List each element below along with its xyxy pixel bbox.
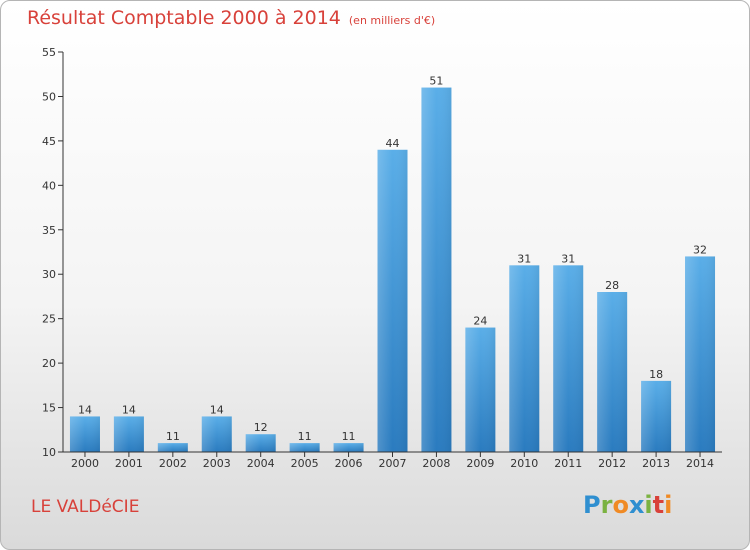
bar-shine <box>685 256 716 452</box>
bar-value-label: 32 <box>693 243 707 256</box>
y-tick-label: 50 <box>42 90 56 103</box>
chart-title: Résultat Comptable 2000 à 2014 (en millie… <box>27 7 435 29</box>
labels-group: 14 2000 14 2001 11 2002 14 2003 12 2004 11 2005 11 20… <box>71 75 714 470</box>
y-tick-label: 55 <box>42 46 56 59</box>
bar-value-label: 31 <box>517 252 531 265</box>
bar-value-label: 11 <box>298 430 312 443</box>
y-tick-label: 15 <box>42 402 56 415</box>
bar-value-label: 28 <box>605 279 619 292</box>
logo-letter: P <box>583 491 601 519</box>
logo-letter: i <box>664 491 673 519</box>
bar-shine <box>377 149 408 452</box>
logo-letter: r <box>600 491 613 519</box>
bar-value-label: 11 <box>342 430 356 443</box>
y-tick-label: 10 <box>42 446 56 459</box>
bar-shine <box>245 434 276 452</box>
bar-shine <box>333 443 364 452</box>
bar-value-label: 51 <box>429 75 443 88</box>
bar-shine <box>421 87 452 453</box>
x-tick-label: 2008 <box>422 457 450 470</box>
logo-letter: i <box>644 491 653 519</box>
bar-shine <box>465 327 496 452</box>
logo-letter: t <box>652 491 665 519</box>
x-tick-label: 2007 <box>379 457 407 470</box>
bar-value-label: 12 <box>254 421 268 434</box>
bar-value-label: 18 <box>649 368 663 381</box>
chart-subtitle: (en milliers d'€) <box>348 14 436 27</box>
x-tick-label: 2011 <box>554 457 582 470</box>
axes-group: 10 15 20 25 30 35 40 45 50 55 <box>42 46 722 459</box>
x-tick-label: 2006 <box>335 457 363 470</box>
y-tick-label: 35 <box>42 224 56 237</box>
x-tick-label: 2014 <box>686 457 714 470</box>
y-tick-label: 25 <box>42 313 56 326</box>
x-tick-label: 2004 <box>247 457 275 470</box>
city-name: LE VALDéCIE <box>31 497 140 517</box>
bar-value-label: 11 <box>166 430 180 443</box>
x-tick-label: 2005 <box>291 457 319 470</box>
bar-shine <box>201 416 232 452</box>
bar-shine <box>69 416 100 452</box>
y-tick-label: 30 <box>42 268 56 281</box>
x-tick-label: 2012 <box>598 457 626 470</box>
bar-shine <box>113 416 144 452</box>
bar-value-label: 14 <box>78 403 92 416</box>
bar-shine <box>157 443 188 452</box>
x-tick-label: 2002 <box>159 457 187 470</box>
bar-value-label: 14 <box>122 403 136 416</box>
x-tick-label: 2000 <box>71 457 99 470</box>
bar-value-label: 31 <box>561 252 575 265</box>
bar-shine <box>289 443 320 452</box>
proxiti-logo: Proxiti <box>583 491 672 519</box>
bar-shine <box>553 265 584 452</box>
x-tick-label: 2010 <box>510 457 538 470</box>
y-tick-label: 45 <box>42 135 56 148</box>
bar-value-label: 44 <box>386 137 400 150</box>
bar-value-label: 14 <box>210 403 224 416</box>
bar-shine <box>597 292 628 452</box>
chart-title-text: Résultat Comptable 2000 à 2014 <box>27 7 341 29</box>
x-tick-label: 2009 <box>466 457 494 470</box>
bar-shine <box>509 265 540 452</box>
y-tick-label: 40 <box>42 179 56 192</box>
bars-group <box>69 87 716 453</box>
logo-letter: x <box>628 491 645 519</box>
x-tick-label: 2003 <box>203 457 231 470</box>
y-tick-label: 20 <box>42 357 56 370</box>
x-tick-label: 2001 <box>115 457 143 470</box>
logo-letter: o <box>612 491 629 519</box>
bar-shine <box>641 380 672 452</box>
x-tick-label: 2013 <box>642 457 670 470</box>
bar-value-label: 24 <box>473 315 487 328</box>
